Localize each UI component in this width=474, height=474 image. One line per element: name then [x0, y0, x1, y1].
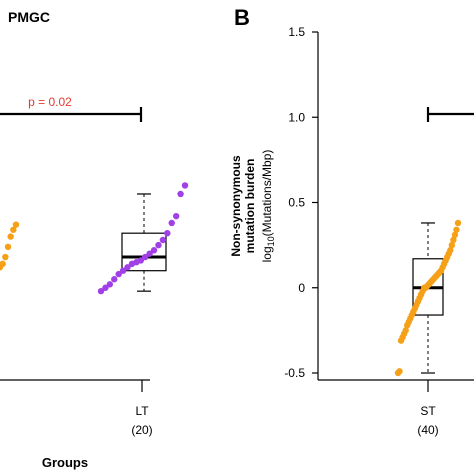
p-value-annotation: p = 0.02	[28, 95, 72, 109]
data-point-st	[453, 226, 460, 233]
data-point-cut	[4, 243, 12, 251]
data-point-lt	[181, 182, 189, 189]
data-point-lt	[106, 281, 114, 288]
data-point-lt	[142, 253, 149, 261]
data-point-cut	[7, 233, 14, 240]
y-axis-title-line2: mutation burden	[243, 159, 257, 254]
data-point-lt	[137, 257, 144, 264]
y-axis-title-line3: log10(Mutations/Mbp)	[260, 150, 276, 263]
x-count-st: (40)	[417, 423, 438, 437]
y-tick-label-b: 1.5	[288, 25, 305, 39]
data-point-st	[450, 236, 457, 244]
y-ticks-b: -0.5 0 0.5 1.0 1.5	[284, 25, 318, 380]
panel-b-plot-area	[394, 219, 462, 377]
panel-a-title: PMGC	[8, 9, 50, 25]
data-point-st	[447, 247, 454, 254]
data-point-cut	[0, 260, 6, 268]
panel-a-plot-area	[0, 182, 189, 295]
data-point-lt	[97, 287, 105, 295]
data-point-lt	[172, 212, 180, 220]
data-point-lt	[168, 219, 175, 227]
data-point-lt	[150, 247, 158, 254]
y-tick-label-b: 0.5	[288, 196, 305, 210]
data-point-st	[451, 231, 459, 239]
data-point-cut	[2, 253, 9, 261]
x-label-st: ST	[420, 404, 436, 418]
data-point-lt	[159, 236, 167, 244]
y-axis-title-b: Non-synonymous mutation burden log10(Mut…	[229, 150, 276, 263]
data-point-cut	[12, 221, 20, 228]
y-tick-label-b: 1.0	[288, 110, 305, 124]
data-point-lt	[119, 267, 127, 274]
y-axis-title-line1: Non-synonymous	[229, 155, 243, 257]
data-point-st	[454, 219, 462, 227]
data-point-lt	[155, 241, 162, 249]
data-point-lt	[177, 190, 184, 198]
data-point-st	[402, 327, 409, 334]
data-point-lt	[115, 270, 122, 278]
data-point-lt	[124, 264, 131, 271]
data-point-cut	[10, 226, 17, 233]
data-point-st	[396, 368, 403, 375]
x-axis-title-groups: Groups	[42, 455, 88, 470]
x-label-lt: LT	[135, 404, 149, 418]
panel-b-letter: B	[234, 5, 250, 30]
data-point-st	[448, 241, 456, 249]
data-point-lt	[164, 229, 171, 237]
data-point-lt	[111, 276, 118, 283]
y-tick-label-b: 0	[298, 281, 305, 295]
x-count-lt: (20)	[131, 423, 152, 437]
box-iqr	[121, 232, 167, 272]
data-point-lt	[146, 250, 153, 257]
data-point-lt	[102, 284, 109, 291]
y-tick-label-b: -0.5	[284, 366, 305, 380]
